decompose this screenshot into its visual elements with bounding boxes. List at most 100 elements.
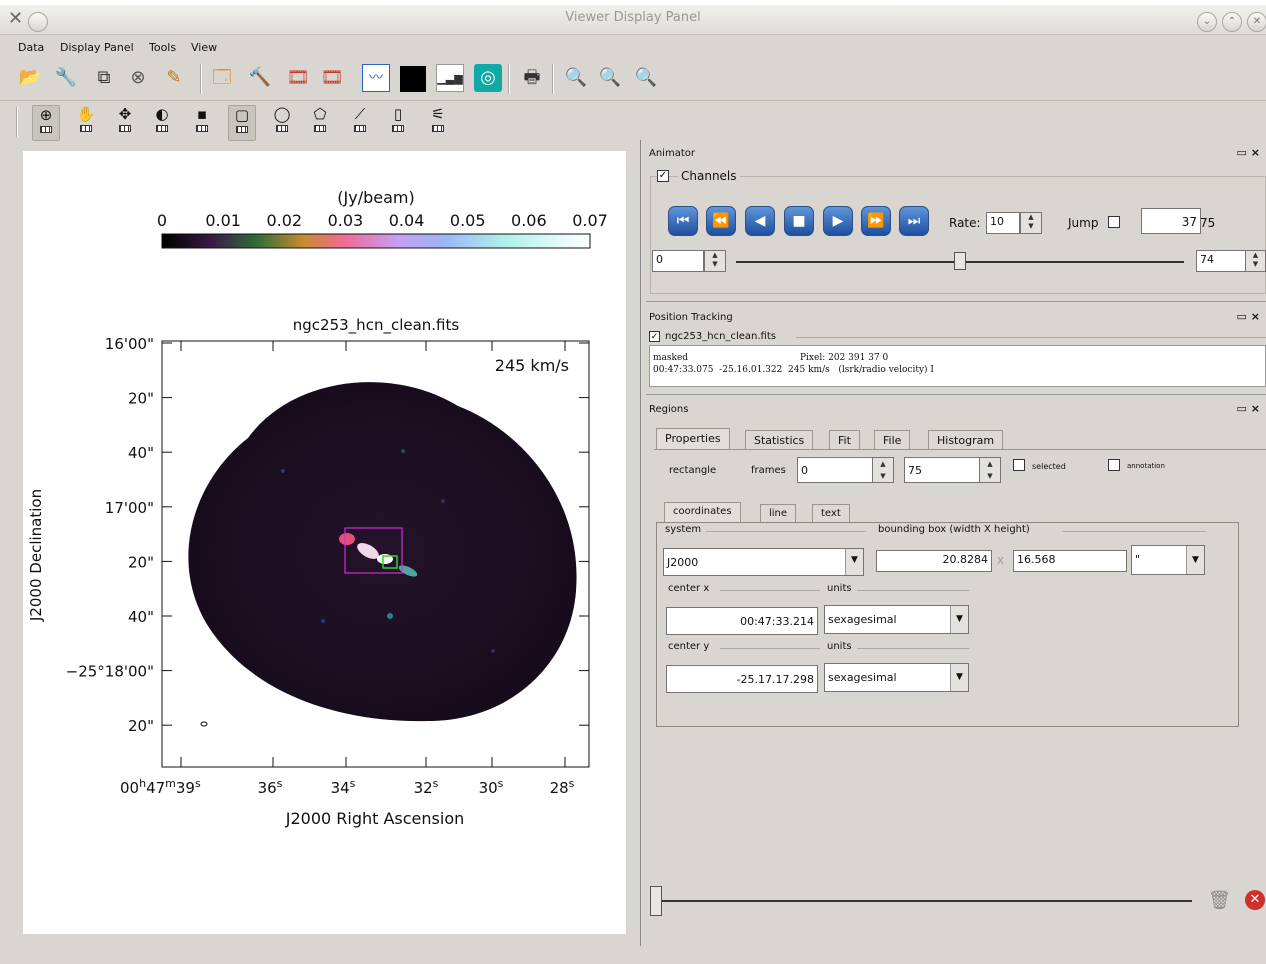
profile-icon[interactable]: 〰 (362, 64, 390, 92)
slider-max-input[interactable]: 74 (1196, 250, 1246, 272)
center-y-input[interactable]: -25.17.17.298 (666, 665, 818, 693)
bbox-height-input[interactable]: 16.568 (1013, 550, 1127, 572)
region-slider-thumb[interactable] (650, 886, 662, 916)
to-start-icon[interactable]: ⏮ (668, 206, 698, 236)
pan-tool-icon[interactable]: ✋ (72, 105, 100, 141)
tab-fit[interactable]: Fit (829, 430, 860, 450)
play-icon[interactable]: ▶ (823, 206, 853, 236)
step-forward-icon[interactable]: ⏩ (861, 206, 891, 236)
tab-file[interactable]: File (874, 430, 911, 450)
frame-from-input[interactable]: 0 (797, 457, 873, 483)
center-y-units-select[interactable]: sexagesimal ▼ (824, 663, 969, 692)
channels-checkbox[interactable]: ✓ (657, 170, 669, 182)
image-data-field (188, 382, 577, 722)
minimize-button[interactable]: ⌄ (1197, 12, 1217, 32)
rate-spinner[interactable]: ▲ ▼ (1020, 212, 1042, 234)
tab-histogram[interactable]: Histogram (928, 430, 1004, 450)
contrast-tool-icon[interactable]: ◐ (148, 105, 176, 141)
slider-min-spinner[interactable]: ▲ ▼ (704, 250, 726, 272)
slider-min-input[interactable]: 0 (652, 250, 704, 272)
x-tick-label: 34s (331, 777, 356, 797)
point-tool-icon[interactable]: ▪ (188, 105, 216, 141)
subtab-text[interactable]: text (812, 504, 850, 523)
tab-statistics[interactable]: Statistics (745, 430, 814, 450)
close-panel-icon[interactable]: ⊗ (130, 67, 146, 88)
bbox-width-input[interactable]: 20.8284 (876, 550, 992, 572)
channel-slider-thumb[interactable] (954, 252, 966, 270)
movie-p-icon[interactable]: 🎞 (286, 67, 310, 88)
zoom-in-icon[interactable]: 🔍 (564, 67, 588, 88)
chevron-down-icon: ▼ (950, 606, 968, 633)
black-square-icon[interactable] (400, 66, 426, 92)
frame-to-spinner[interactable]: ▲ ▼ (979, 457, 1001, 483)
rate-input[interactable]: 10 (986, 212, 1020, 234)
x-logo-icon[interactable]: ✕ (8, 8, 24, 29)
region-handle[interactable] (382, 555, 398, 569)
window-menu-button[interactable] (28, 12, 48, 32)
close-button[interactable]: ✕ (1247, 12, 1266, 32)
colorbar-ticks: 0 0.01 0.02 0.03 0.04 0.05 0.06 0.07 (157, 211, 608, 230)
menu-display-panel[interactable]: Display Panel (60, 41, 134, 54)
polyline-icon[interactable]: ⟋ (346, 105, 374, 141)
frame-from-spinner[interactable]: ▲ ▼ (872, 457, 894, 483)
center-x-input[interactable]: 00:47:33.214 (666, 607, 818, 635)
zoom-fit-icon[interactable]: 🔍 (634, 67, 658, 88)
delete-icon[interactable]: ✕ (1245, 890, 1265, 910)
poly-region-icon[interactable]: ⬠ (306, 105, 334, 141)
to-end-icon[interactable]: ⏭ (899, 206, 929, 236)
histogram-icon[interactable]: ▁▃▆ (436, 64, 464, 92)
open-folder-icon[interactable]: 📂 (18, 67, 42, 88)
trash-icon[interactable]: 🗑 (1208, 890, 1231, 911)
stop-icon[interactable]: ■ (784, 206, 814, 236)
center-x-units-select[interactable]: sexagesimal ▼ (824, 605, 969, 634)
jump-checkbox[interactable] (1108, 216, 1120, 228)
wrench-icon[interactable]: 🔧 (54, 67, 78, 88)
menu-view[interactable]: View (191, 41, 218, 54)
undock-icon[interactable]: ▭ × (1236, 146, 1260, 159)
print-icon[interactable]: 🖶 (523, 67, 541, 88)
undock-icon[interactable]: ▭ × (1236, 310, 1260, 323)
menu-tools[interactable]: Tools (149, 41, 177, 54)
step-back-icon[interactable]: ◀ (745, 206, 775, 236)
tracking-file-checkbox[interactable]: ✓ (649, 331, 660, 342)
rewind-icon[interactable]: ⏪ (706, 206, 736, 236)
colorbar-tick-label: 0.07 (572, 211, 608, 230)
region-slider-track[interactable] (654, 900, 1192, 902)
movie-icon[interactable]: 🎞 (320, 67, 344, 88)
rect-region-icon[interactable]: ▢ (228, 105, 256, 141)
selected-checkbox[interactable] (1013, 459, 1025, 471)
slider-max-spinner[interactable]: ▲ ▼ (1245, 250, 1266, 272)
system-select[interactable]: J2000 ▼ (663, 548, 864, 576)
subtab-line[interactable]: line (760, 504, 797, 523)
frame-to-input[interactable]: 75 (904, 457, 980, 483)
annotation-checkbox[interactable] (1108, 459, 1120, 471)
zoom-tool-icon[interactable]: ⊕ (32, 105, 60, 141)
bbox-unit-select[interactable]: " ▼ (1131, 545, 1205, 575)
main-toolbar: 📂 🔧 ⧉ ⊗ ✎ 🗔 🔨 🎞 🎞 🎞 〰 ▁▃▆ ◎ 🖶 🔍 🔍 🔍 (0, 60, 1266, 98)
panel-settings-icon[interactable]: 🗔 (212, 67, 232, 88)
image-canvas[interactable]: (Jy/beam) 0 0.01 0.02 0.03 0.04 0.05 0.06 0.07 … (23, 151, 626, 934)
colorbar-tick-label: 0.01 (205, 211, 241, 230)
maximize-button[interactable]: ⌃ (1222, 12, 1242, 32)
x-tick-label: 32s (414, 777, 439, 797)
tab-properties[interactable]: Properties (656, 428, 730, 450)
subtab-coordinates[interactable]: coordinates (664, 502, 741, 523)
regions-title: Regions (649, 404, 689, 415)
measure-icon[interactable]: ⚟ (424, 105, 452, 141)
tools-icon[interactable]: 🔨 (248, 67, 272, 88)
region-rectangle[interactable] (344, 527, 403, 574)
menu-data[interactable]: Data (18, 41, 45, 54)
pen-icon[interactable]: ✎ (166, 67, 182, 88)
panel-splitter[interactable] (640, 140, 646, 946)
chevron-down-icon: ▼ (950, 664, 968, 691)
position-icon[interactable]: ▯ (384, 105, 412, 141)
zoom-out-icon[interactable]: 🔍 (598, 67, 622, 88)
move-tool-icon[interactable]: ✥ (111, 105, 139, 141)
target-icon[interactable]: ◎ (474, 64, 502, 92)
divider (796, 337, 1266, 338)
frame-current-input[interactable]: 37 (1141, 208, 1201, 234)
emission-tail (398, 565, 418, 577)
ellipse-region-icon[interactable]: ◯ (268, 105, 296, 141)
copy-panel-icon[interactable]: ⧉ (97, 67, 111, 88)
undock-icon[interactable]: ▭ × (1236, 402, 1260, 415)
